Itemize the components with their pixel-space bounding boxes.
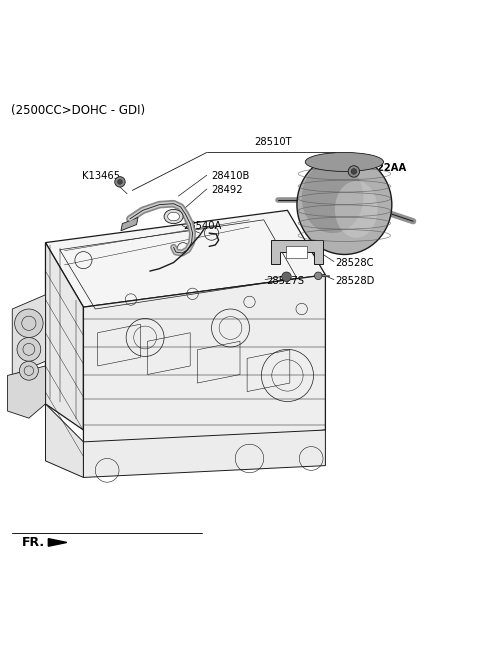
- Circle shape: [118, 180, 122, 184]
- Text: FR.: FR.: [22, 536, 45, 549]
- Ellipse shape: [301, 162, 363, 233]
- Ellipse shape: [335, 181, 378, 238]
- Circle shape: [14, 309, 43, 337]
- Circle shape: [17, 337, 41, 361]
- Circle shape: [115, 176, 125, 187]
- Text: 28527S: 28527S: [266, 276, 304, 285]
- Circle shape: [351, 169, 357, 174]
- Text: 1022AA: 1022AA: [363, 163, 407, 173]
- Polygon shape: [46, 243, 84, 430]
- Polygon shape: [46, 211, 325, 307]
- Circle shape: [19, 361, 38, 380]
- Text: (2500CC>DOHC - GDI): (2500CC>DOHC - GDI): [12, 104, 145, 117]
- Text: 28410B: 28410B: [212, 171, 250, 181]
- Ellipse shape: [297, 155, 392, 255]
- Polygon shape: [8, 366, 46, 418]
- Circle shape: [282, 272, 291, 281]
- Text: 28528D: 28528D: [335, 276, 374, 285]
- Polygon shape: [48, 539, 67, 546]
- Polygon shape: [84, 430, 325, 478]
- Ellipse shape: [164, 209, 183, 224]
- Ellipse shape: [305, 152, 384, 171]
- Circle shape: [314, 272, 322, 279]
- Bar: [287, 247, 307, 258]
- Polygon shape: [46, 404, 84, 478]
- Text: K13465: K13465: [82, 171, 120, 181]
- Text: 28492: 28492: [212, 186, 243, 195]
- Circle shape: [348, 166, 360, 177]
- Polygon shape: [12, 295, 46, 375]
- Ellipse shape: [168, 213, 180, 221]
- Text: 28510T: 28510T: [254, 137, 292, 147]
- Polygon shape: [271, 240, 323, 264]
- Polygon shape: [84, 275, 325, 462]
- Text: 28540A: 28540A: [183, 222, 221, 232]
- Text: 28528C: 28528C: [335, 258, 373, 268]
- Polygon shape: [121, 217, 138, 231]
